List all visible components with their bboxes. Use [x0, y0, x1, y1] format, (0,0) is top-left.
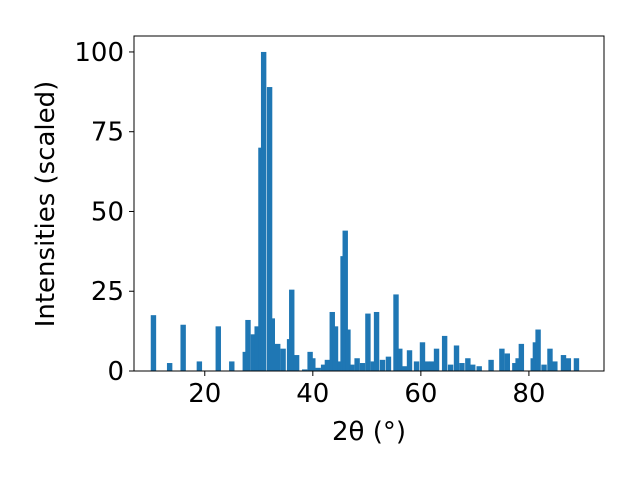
x-tick-label: 40	[296, 379, 329, 409]
bar	[166, 363, 173, 371]
bar	[180, 324, 186, 371]
bar	[535, 329, 541, 371]
y-tick-label: 100	[74, 38, 124, 68]
bar	[385, 356, 392, 371]
bar	[433, 348, 440, 371]
bar	[541, 364, 547, 371]
bar	[532, 342, 539, 371]
bar	[215, 326, 221, 371]
y-tick-label: 25	[91, 277, 124, 307]
bar	[429, 361, 435, 371]
bar	[470, 364, 476, 371]
bar	[552, 361, 558, 371]
bar	[560, 355, 567, 371]
bar	[310, 358, 316, 371]
bar	[379, 359, 386, 371]
bar	[401, 366, 408, 371]
bar	[512, 363, 518, 371]
bar	[254, 326, 260, 371]
bar	[329, 311, 335, 371]
bar	[345, 329, 351, 371]
bar	[354, 358, 360, 371]
bar	[289, 289, 295, 371]
x-tick-label: 80	[512, 379, 545, 409]
bar	[459, 363, 465, 371]
bar	[547, 348, 553, 371]
bar	[573, 358, 580, 371]
x-tick-label: 60	[404, 379, 437, 409]
bar	[260, 51, 267, 371]
bar	[337, 361, 344, 371]
bar	[518, 343, 525, 371]
bar	[373, 311, 380, 371]
bar	[275, 343, 281, 371]
bar	[250, 334, 257, 371]
y-axis-label: Intensities (scaled)	[31, 81, 61, 328]
bar	[342, 230, 348, 371]
bar	[413, 361, 420, 371]
bar	[359, 363, 366, 371]
x-axis-label: 2θ (°)	[332, 417, 406, 447]
bar	[499, 348, 505, 371]
x-tick-label: 20	[188, 379, 221, 409]
bar	[424, 361, 431, 371]
bar	[419, 342, 426, 371]
bar	[365, 313, 371, 371]
bar	[453, 345, 460, 371]
plot-frame	[133, 35, 605, 372]
bar	[370, 361, 377, 371]
bar	[393, 294, 399, 371]
y-tick-label: 75	[91, 118, 124, 148]
bar	[332, 326, 339, 371]
bar	[320, 364, 327, 371]
bar	[302, 369, 308, 371]
y-tick-label: 0	[107, 357, 124, 387]
bar	[245, 319, 251, 371]
bar	[488, 359, 494, 371]
bar	[565, 358, 572, 371]
bar	[504, 353, 510, 371]
bar	[349, 364, 355, 371]
bar	[476, 366, 482, 371]
bar	[447, 364, 454, 371]
bar	[280, 348, 286, 371]
bar	[441, 335, 448, 371]
bar	[196, 361, 203, 371]
bar	[266, 87, 273, 372]
bar	[269, 318, 275, 371]
bar	[229, 361, 235, 371]
bar	[465, 358, 471, 371]
bar	[150, 315, 157, 371]
bar	[515, 358, 521, 371]
bar	[406, 350, 413, 371]
bar	[293, 355, 300, 371]
bar	[397, 348, 403, 371]
y-tick-label: 50	[91, 197, 124, 227]
bar	[324, 359, 331, 371]
bar	[315, 367, 321, 371]
